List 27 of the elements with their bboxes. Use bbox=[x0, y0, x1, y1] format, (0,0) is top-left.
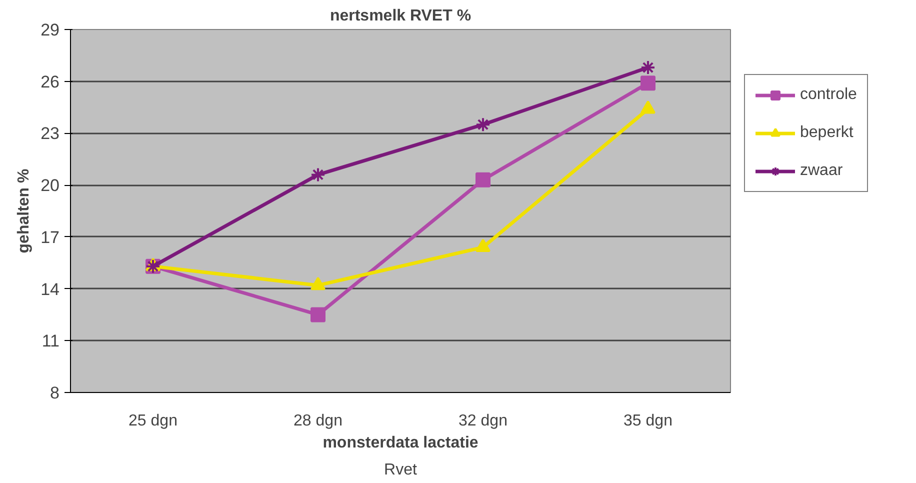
y-tick-label: 29 bbox=[40, 20, 60, 40]
x-tick-label: 28 dgn bbox=[294, 412, 342, 430]
x-tick-label: 32 dgn bbox=[458, 412, 508, 430]
x-tick-label: 25 dgn bbox=[128, 412, 178, 430]
point bbox=[640, 76, 656, 91]
point bbox=[310, 167, 326, 182]
point bbox=[476, 172, 490, 188]
y-tick-label: 26 bbox=[40, 72, 60, 92]
legend-label: beperkt bbox=[800, 124, 854, 142]
y-tick-label: 11 bbox=[42, 332, 60, 351]
x-axis-title: monsterdata lactatie bbox=[322, 434, 478, 452]
text: Rvet bbox=[384, 462, 418, 478]
chart-title: nertsmelk RVET % bbox=[330, 8, 472, 24]
point bbox=[310, 276, 326, 290]
y-tick-label: 8 bbox=[50, 384, 60, 402]
y-tick-label: 17 bbox=[40, 228, 60, 247]
y-tick-label: 14 bbox=[40, 280, 60, 299]
x-tick-label: 35 dgn bbox=[624, 412, 672, 430]
point bbox=[640, 60, 656, 76]
legend-label: zwaar bbox=[800, 162, 843, 180]
legend-label: controle bbox=[800, 86, 857, 104]
y-tick-label: 20 bbox=[40, 176, 60, 196]
y-tick-label: 23 bbox=[40, 124, 60, 144]
point bbox=[476, 117, 490, 132]
point bbox=[476, 238, 490, 252]
point bbox=[310, 307, 326, 322]
y-axis-title: gehalten % bbox=[16, 168, 33, 254]
